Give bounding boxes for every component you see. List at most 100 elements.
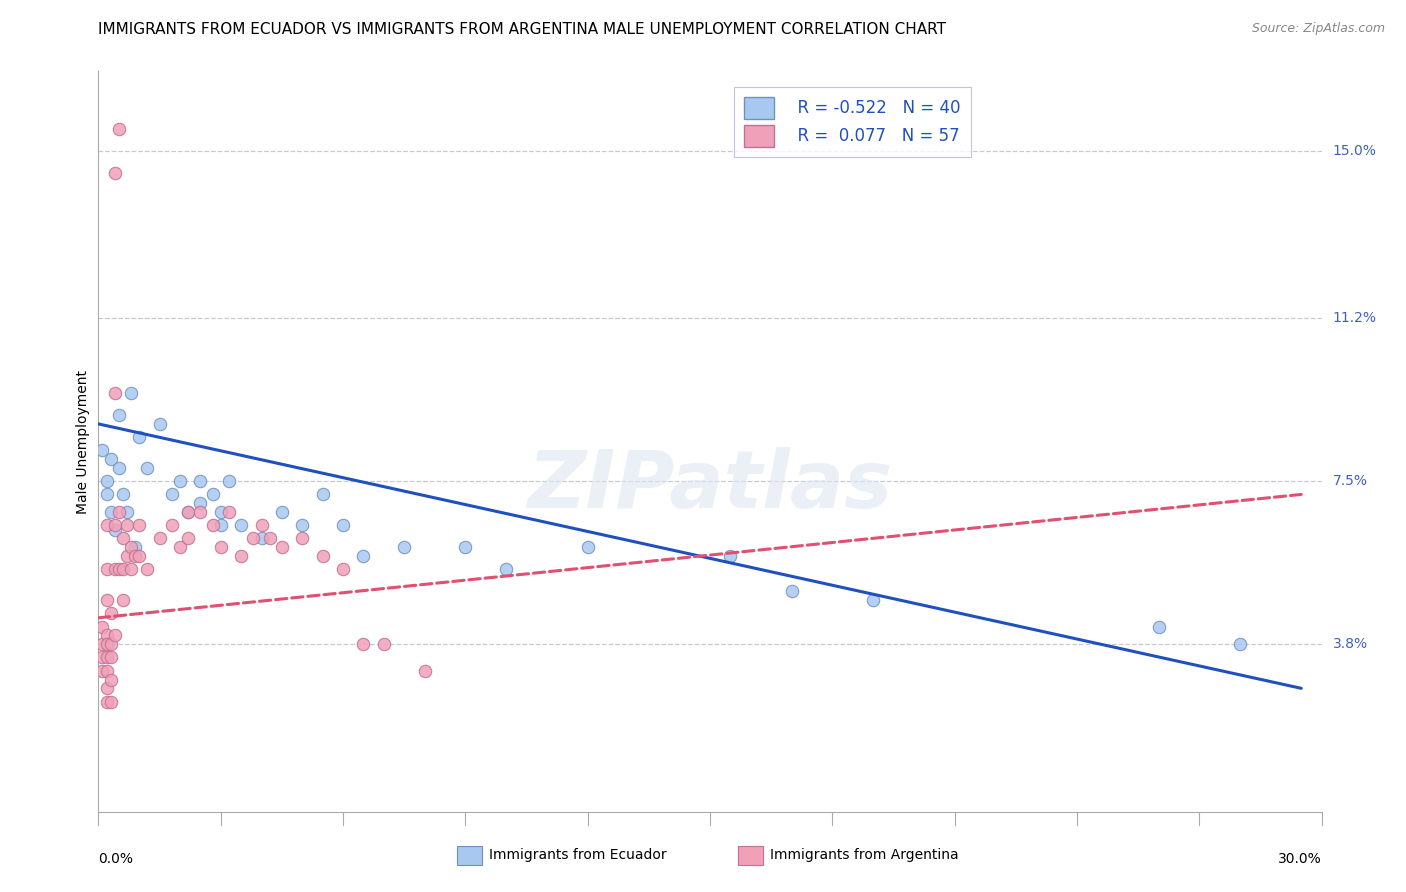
Point <box>250 532 273 546</box>
Point <box>1229 637 1251 651</box>
Point <box>108 505 131 519</box>
Point <box>188 496 212 510</box>
Point <box>218 505 240 519</box>
Point <box>352 549 374 563</box>
Point <box>177 505 200 519</box>
Point <box>259 532 281 546</box>
Point <box>120 386 142 401</box>
Point <box>218 474 240 488</box>
Y-axis label: Male Unemployment: Male Unemployment <box>76 369 90 514</box>
Point <box>188 505 212 519</box>
Point <box>100 694 122 708</box>
Point <box>108 408 131 422</box>
Point <box>201 487 224 501</box>
Point <box>104 523 127 537</box>
Point <box>96 518 118 533</box>
Point <box>177 532 200 546</box>
Point <box>312 549 335 563</box>
Point <box>100 452 122 467</box>
Point <box>96 694 118 708</box>
Point <box>104 518 127 533</box>
Point <box>291 518 314 533</box>
Point <box>392 541 416 555</box>
Point <box>91 443 114 458</box>
Point <box>100 505 122 519</box>
Point <box>352 637 374 651</box>
Text: ZIPatlas: ZIPatlas <box>527 447 893 525</box>
Point <box>96 474 118 488</box>
Point <box>201 518 224 533</box>
Point <box>149 417 172 431</box>
Point <box>120 562 142 576</box>
Point <box>91 650 114 665</box>
Point <box>242 532 264 546</box>
Point <box>124 549 146 563</box>
Point <box>111 532 134 546</box>
Point <box>104 166 127 180</box>
Point <box>96 562 118 576</box>
Point <box>108 562 131 576</box>
Point <box>188 474 212 488</box>
Text: 15.0%: 15.0% <box>1333 144 1376 158</box>
Point <box>209 518 232 533</box>
Text: Source: ZipAtlas.com: Source: ZipAtlas.com <box>1251 22 1385 36</box>
Point <box>780 584 803 599</box>
Point <box>413 664 436 678</box>
Point <box>96 487 118 501</box>
Point <box>104 386 127 401</box>
Text: 30.0%: 30.0% <box>1278 852 1322 866</box>
Point <box>120 541 142 555</box>
Point <box>91 664 114 678</box>
Point <box>91 637 114 651</box>
Point <box>231 549 253 563</box>
Point <box>160 487 183 501</box>
Point <box>96 664 118 678</box>
Point <box>495 562 517 576</box>
Point <box>100 673 122 687</box>
Point <box>104 628 127 642</box>
Point <box>718 549 742 563</box>
Point <box>169 541 191 555</box>
Point <box>96 628 118 642</box>
Point <box>209 505 232 519</box>
Point <box>111 562 134 576</box>
Point <box>250 518 273 533</box>
Point <box>100 650 122 665</box>
Point <box>332 562 354 576</box>
Point <box>160 518 183 533</box>
Point <box>136 562 159 576</box>
Point <box>576 541 599 555</box>
Point <box>100 607 122 621</box>
Point <box>136 461 159 475</box>
Point <box>96 650 118 665</box>
Point <box>128 430 150 444</box>
Point <box>862 593 884 607</box>
Legend:   R = -0.522   N = 40,   R =  0.077   N = 57: R = -0.522 N = 40, R = 0.077 N = 57 <box>734 87 970 157</box>
Point <box>111 593 134 607</box>
Point <box>1147 619 1170 633</box>
Point <box>270 541 294 555</box>
Point <box>115 518 138 533</box>
Text: Immigrants from Ecuador: Immigrants from Ecuador <box>489 848 666 863</box>
Text: Immigrants from Argentina: Immigrants from Argentina <box>770 848 959 863</box>
Point <box>108 461 131 475</box>
Point <box>332 518 354 533</box>
Point <box>128 518 150 533</box>
Point <box>270 505 294 519</box>
Text: IMMIGRANTS FROM ECUADOR VS IMMIGRANTS FROM ARGENTINA MALE UNEMPLOYMENT CORRELATI: IMMIGRANTS FROM ECUADOR VS IMMIGRANTS FR… <box>98 22 946 37</box>
Point <box>96 637 118 651</box>
Point <box>312 487 335 501</box>
Point <box>108 121 131 136</box>
Text: 11.2%: 11.2% <box>1333 311 1376 326</box>
Point <box>291 532 314 546</box>
Text: 7.5%: 7.5% <box>1333 475 1368 488</box>
Point <box>149 532 172 546</box>
Point <box>96 681 118 696</box>
Point <box>124 541 146 555</box>
Point <box>115 549 138 563</box>
Point <box>115 505 138 519</box>
Text: 0.0%: 0.0% <box>98 852 134 866</box>
Point <box>128 549 150 563</box>
Point <box>454 541 477 555</box>
Point <box>91 619 114 633</box>
